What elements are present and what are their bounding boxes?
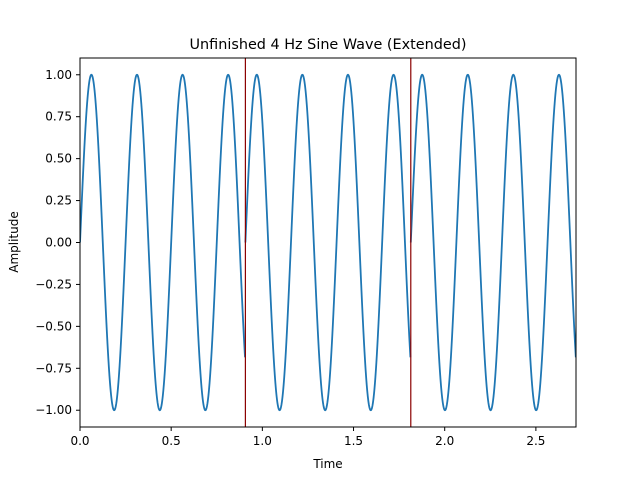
y-tick-label: −1.00 <box>35 403 72 417</box>
y-tick-label: −0.25 <box>35 277 72 291</box>
y-tick-label: −0.75 <box>35 361 72 375</box>
sine-series-line-segment <box>409 73 576 412</box>
x-tick-label: 0.0 <box>70 434 89 448</box>
y-tick-label: 0.25 <box>45 194 72 208</box>
axes: 0.0 0.5 1.0 1.5 2.0 2.5 1.00 0.75 0.50 0.25 0.00 −0… <box>35 57 577 448</box>
y-tick-label: 0.75 <box>45 110 72 124</box>
x-tick-label: 1.0 <box>253 434 272 448</box>
x-tick-label: 1.5 <box>344 434 363 448</box>
x-tick-label: 2.0 <box>435 434 454 448</box>
x-tick-label: 2.5 <box>526 434 545 448</box>
x-axis-label: Time <box>312 457 342 471</box>
y-tick-label: 1.00 <box>45 68 72 82</box>
y-tick-label: 0.00 <box>45 236 72 250</box>
y-axis-label: Amplitude <box>7 211 21 273</box>
y-tick-label: −0.50 <box>35 319 72 333</box>
chart-title: Unfinished 4 Hz Sine Wave (Extended) <box>189 37 466 53</box>
sine-series-line-segment <box>80 73 246 412</box>
plot-area <box>80 58 576 427</box>
sine-series-line-segment <box>244 73 412 412</box>
x-tick-label: 0.5 <box>162 434 181 448</box>
y-tick-label: 0.50 <box>45 152 72 166</box>
